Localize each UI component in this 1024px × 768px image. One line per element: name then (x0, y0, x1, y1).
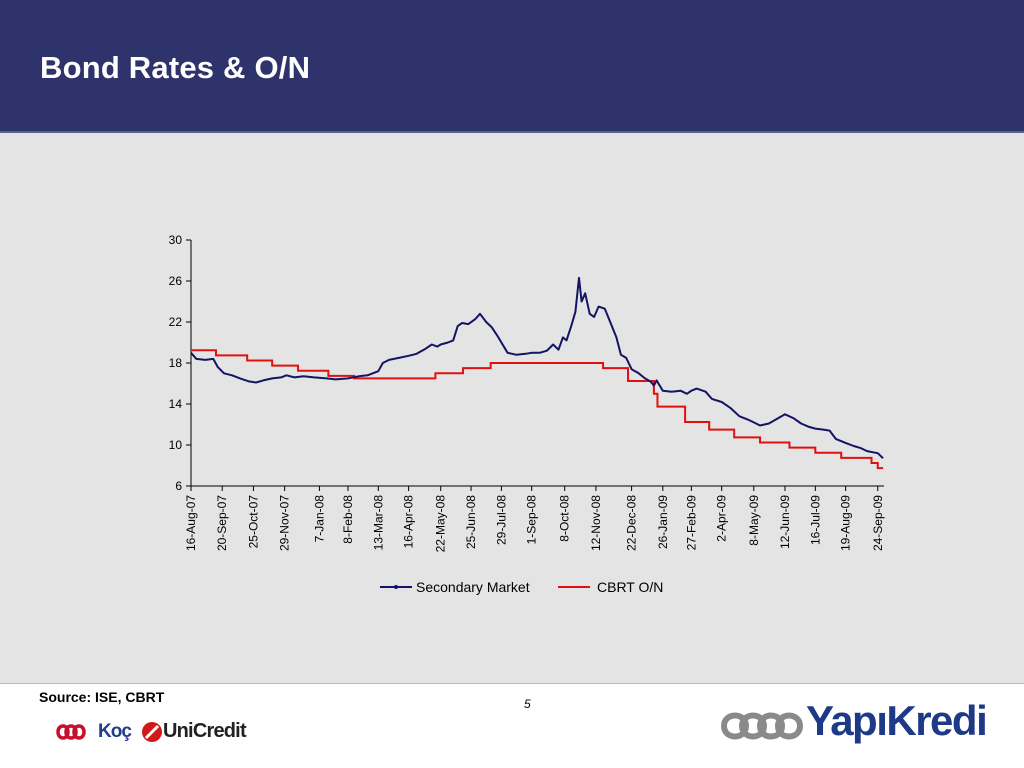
x-tick-label: 22-Dec-08 (625, 495, 639, 551)
x-tick-label: 29-Jul-08 (494, 495, 508, 545)
title-bar: Bond Rates & O/N (0, 0, 1024, 133)
yapikredi-logo-text: YapıKredi (806, 697, 988, 744)
y-tick-label: 14 (169, 397, 183, 411)
x-tick-label: 22-May-08 (434, 495, 448, 553)
koc-logo-icon (56, 724, 86, 740)
x-tick-label: 1-Sep-08 (525, 495, 539, 545)
source-note: Source: ISE, CBRT (39, 689, 165, 705)
x-tick-label: 16-Apr-08 (402, 495, 416, 549)
y-tick-label: 18 (169, 356, 183, 370)
footer-divider (0, 683, 1024, 684)
x-tick-label: 29-Nov-07 (278, 495, 292, 551)
x-tick-label: 16-Jul-09 (808, 495, 822, 545)
x-tick-label: 26-Jan-09 (656, 495, 670, 549)
unicredit-logo-icon (142, 722, 162, 742)
y-tick-label: 6 (175, 479, 182, 493)
series-line-cbrt-on (191, 349, 884, 470)
legend-label-cbrt-on: CBRT O/N (597, 579, 663, 595)
x-tick-label: 12-Jun-09 (778, 495, 792, 549)
chart-panel (0, 133, 1024, 683)
yapikredi-logo-icon (720, 712, 804, 740)
koc-logo-text: Koç (98, 721, 132, 742)
series-line-secondary-market (190, 276, 884, 460)
x-tick-label: 24-Sep-09 (871, 495, 885, 551)
x-tick-label: 2-Apr-09 (715, 495, 729, 542)
y-tick-label: 26 (169, 274, 183, 288)
y-tick-label: 30 (169, 233, 183, 247)
x-tick-label: 8-Oct-08 (558, 495, 572, 542)
x-tick-label: 25-Oct-07 (246, 495, 260, 549)
x-tick-label: 7-Jan-08 (312, 495, 326, 543)
legend-label-secondary-market: Secondary Market (416, 579, 530, 595)
x-tick-label: 8-May-09 (747, 495, 761, 546)
y-tick-label: 22 (169, 315, 183, 329)
legend-marker-secondary-market (394, 585, 398, 589)
x-tick-label: 27-Feb-09 (684, 495, 698, 551)
y-tick-label: 10 (169, 438, 183, 452)
x-tick-label: 20-Sep-07 (215, 495, 229, 551)
unicredit-logo-text: UniCredit (163, 720, 247, 742)
page-number: 5 (524, 697, 531, 711)
x-tick-label: 25-Jun-08 (464, 495, 478, 549)
x-tick-label: 8-Feb-08 (341, 495, 355, 544)
x-tick-label: 19-Aug-09 (839, 495, 853, 551)
x-tick-label: 12-Nov-08 (589, 495, 603, 551)
slide-title: Bond Rates & O/N (40, 50, 311, 85)
x-tick-label: 16-Aug-07 (184, 495, 198, 551)
x-tick-label: 13-Mar-08 (371, 495, 385, 551)
